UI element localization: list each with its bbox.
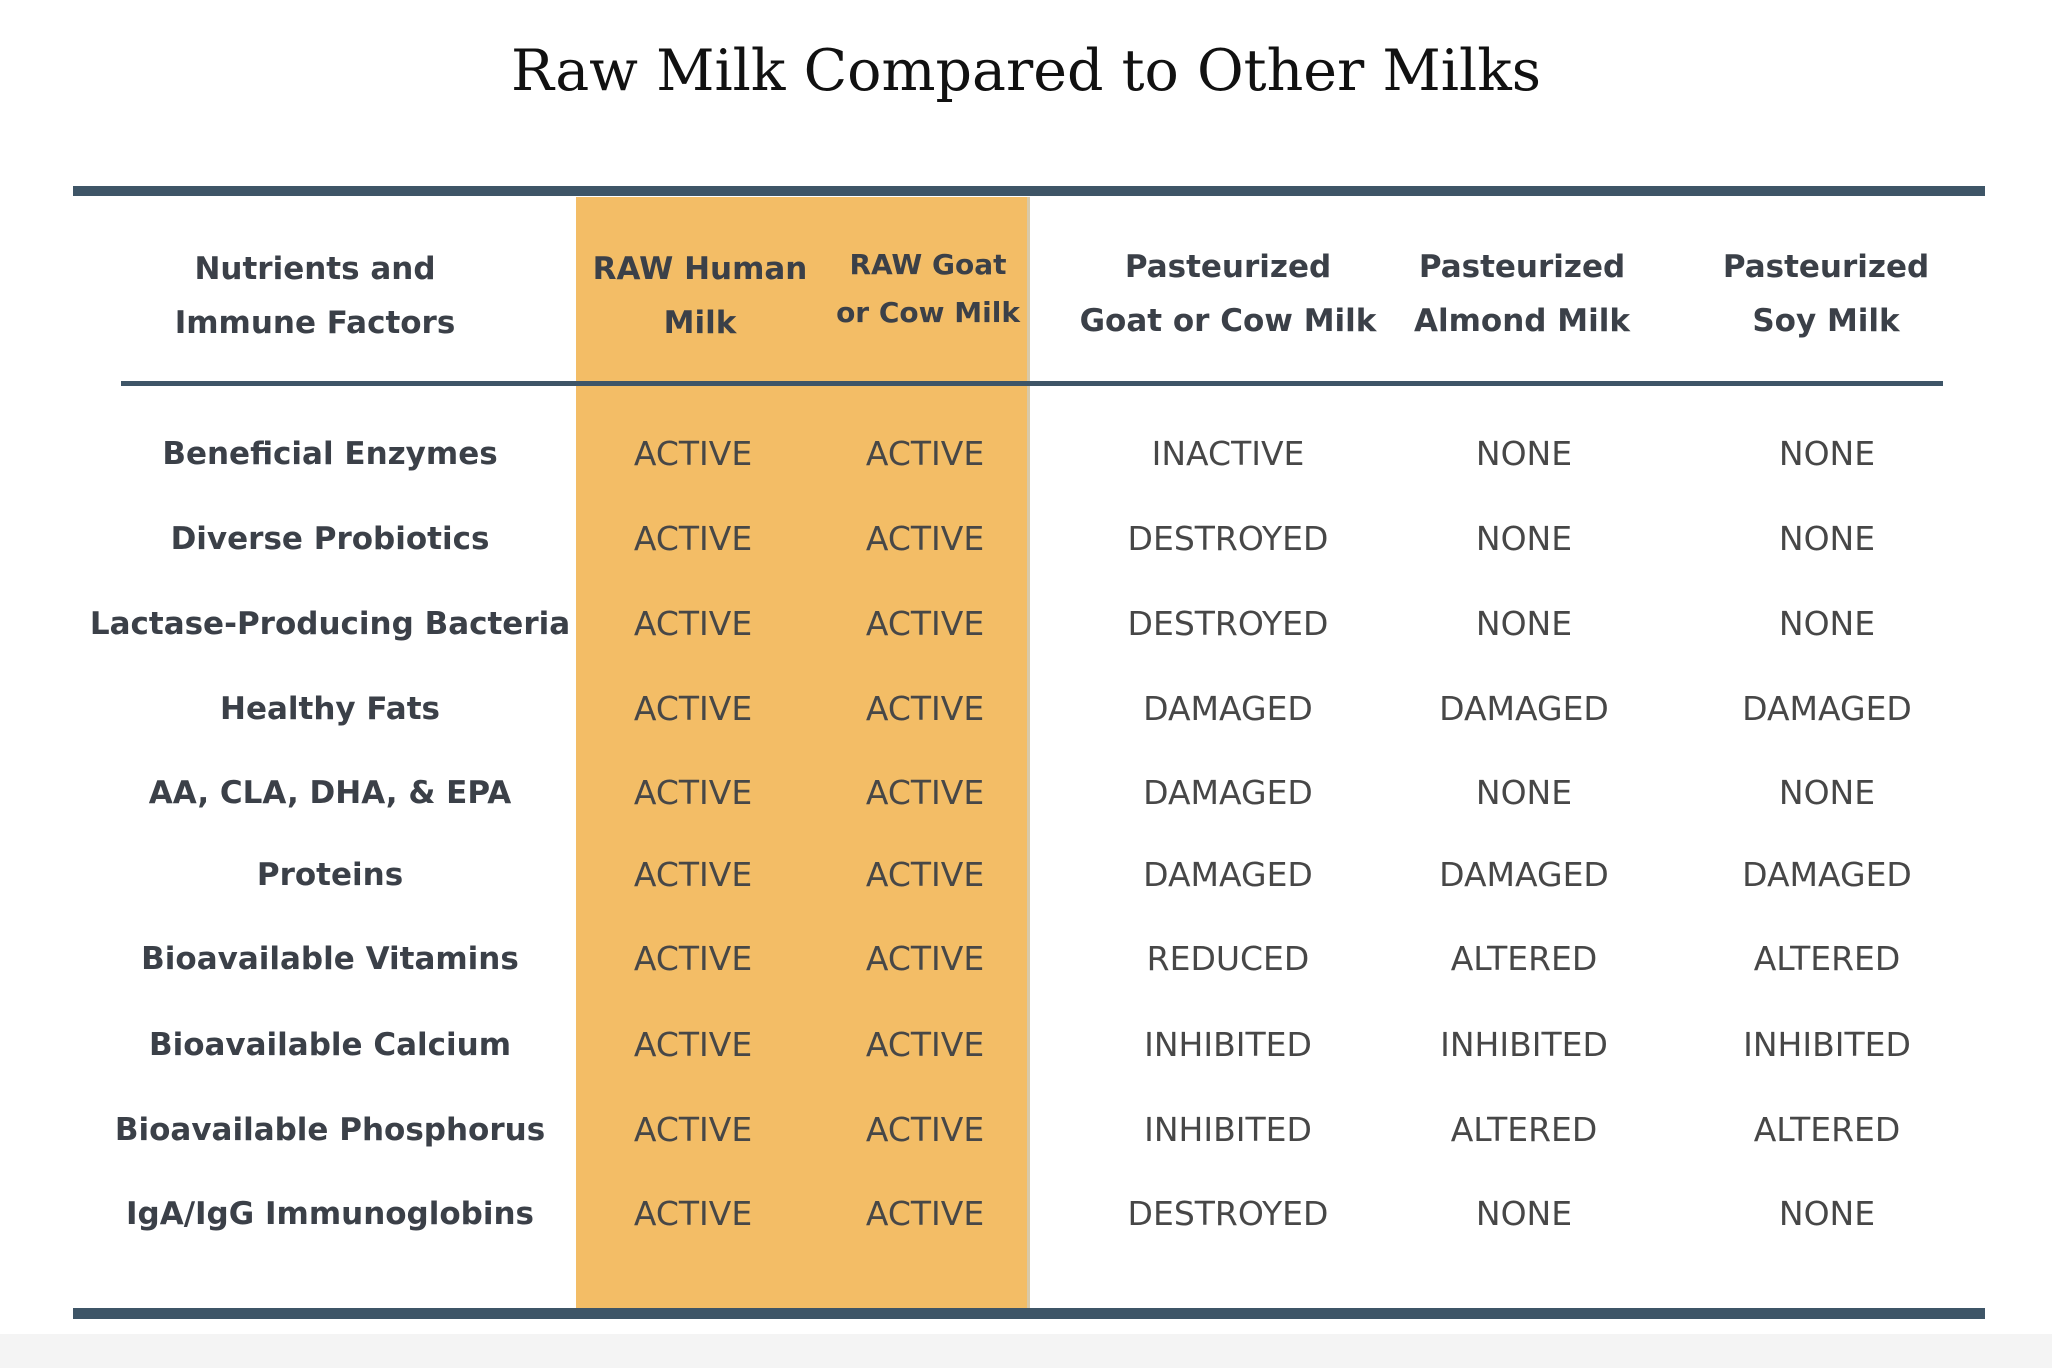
header-pasteurized-soy-line2: Soy Milk [1752, 303, 1900, 339]
table-cell: ALTERED [1753, 1110, 1901, 1149]
header-pasteurized-almond-line2: Almond Milk [1414, 303, 1630, 339]
header-pasteurized-goat-cow: Pasteurized Goat or Cow Milk [1080, 240, 1377, 348]
header-raw-goat-cow-line1: RAW Goat [849, 248, 1007, 281]
header-pasteurized-soy: Pasteurized Soy Milk [1723, 240, 1929, 348]
header-pasteurized-almond-line1: Pasteurized [1418, 249, 1626, 285]
table-cell: DAMAGED [1143, 689, 1313, 728]
header-nutrients-line2: Immune Factors [174, 305, 456, 341]
table-cell: NONE [1475, 1194, 1573, 1233]
table-cell: DESTROYED [1127, 604, 1329, 643]
table-cell: ACTIVE [633, 519, 753, 558]
header-raw-goat-cow-line2: or Cow Milk [836, 296, 1020, 329]
header-raw-human: RAW Human Milk [593, 242, 808, 350]
table-bottom-rule [73, 1308, 1985, 1319]
header-pasteurized-goat-cow-line1: Pasteurized [1124, 249, 1332, 285]
row-label: Lactase-Producing Bacteria [89, 606, 571, 642]
row-label: Bioavailable Calcium [148, 1027, 512, 1063]
table-cell: ACTIVE [633, 689, 753, 728]
row-label: IgA/IgG Immunoglobins [125, 1196, 535, 1232]
header-raw-goat-cow: RAW Goat or Cow Milk [836, 241, 1020, 337]
table-cell: NONE [1778, 434, 1876, 473]
table-cell: ACTIVE [865, 1194, 985, 1233]
table-cell: ALTERED [1753, 939, 1901, 978]
table-cell: ACTIVE [633, 1025, 753, 1064]
table-cell: ACTIVE [865, 939, 985, 978]
header-raw-human-line2: Milk [663, 305, 737, 341]
row-label: AA, CLA, DHA, & EPA [148, 775, 512, 811]
table-cell: DAMAGED [1742, 689, 1912, 728]
row-label: Proteins [256, 857, 404, 893]
table-cell: NONE [1778, 604, 1876, 643]
table-cell: ACTIVE [633, 1194, 753, 1233]
table-cell: INHIBITED [1144, 1110, 1312, 1149]
row-label: Bioavailable Vitamins [141, 941, 519, 977]
table-cell: ACTIVE [633, 434, 753, 473]
header-nutrients: Nutrients and Immune Factors [175, 242, 456, 350]
table-cell: DESTROYED [1127, 1194, 1329, 1233]
table-cell: ACTIVE [865, 1025, 985, 1064]
table-cell: DAMAGED [1742, 855, 1912, 894]
table-cell: INHIBITED [1144, 1025, 1312, 1064]
table-cell: NONE [1778, 773, 1876, 812]
row-label: Bioavailable Phosphorus [114, 1112, 546, 1148]
table-cell: NONE [1475, 519, 1573, 558]
footer-band [0, 1334, 2052, 1368]
table-cell: ACTIVE [865, 604, 985, 643]
header-pasteurized-almond: Pasteurized Almond Milk [1414, 240, 1630, 348]
table-cell: NONE [1778, 519, 1876, 558]
table-cell: DAMAGED [1439, 689, 1609, 728]
table-cell: DAMAGED [1439, 855, 1609, 894]
table-cell: DESTROYED [1127, 519, 1329, 558]
row-label: Healthy Fats [220, 691, 440, 727]
table-cell: ALTERED [1450, 1110, 1598, 1149]
table-cell: ACTIVE [633, 855, 753, 894]
table-cell: REDUCED [1146, 939, 1310, 978]
table-cell: ACTIVE [865, 773, 985, 812]
table-cell: ALTERED [1450, 939, 1598, 978]
header-pasteurized-soy-line1: Pasteurized [1722, 249, 1930, 285]
table-cell: NONE [1475, 434, 1573, 473]
table-cell: ACTIVE [633, 604, 753, 643]
table-cell: ACTIVE [633, 773, 753, 812]
header-nutrients-line1: Nutrients and [194, 251, 436, 287]
table-cell: ACTIVE [865, 855, 985, 894]
table-cell: NONE [1778, 1194, 1876, 1233]
row-label: Beneficial Enzymes [162, 436, 498, 472]
table-cell: ACTIVE [865, 434, 985, 473]
table-cell: DAMAGED [1143, 773, 1313, 812]
table-cell: INHIBITED [1743, 1025, 1911, 1064]
table-cell: INHIBITED [1440, 1025, 1608, 1064]
table-cell: INACTIVE [1151, 434, 1305, 473]
row-label: Diverse Probiotics [170, 521, 490, 557]
table-cell: NONE [1475, 604, 1573, 643]
table-cell: DAMAGED [1143, 855, 1313, 894]
header-rule [121, 381, 1943, 386]
page-title: Raw Milk Compared to Other Milks [510, 38, 1542, 104]
highlight-edge-divider [1027, 197, 1030, 1310]
table-cell: ACTIVE [633, 939, 753, 978]
table-cell: NONE [1475, 773, 1573, 812]
table-cell: ACTIVE [633, 1110, 753, 1149]
table-cell: ACTIVE [865, 519, 985, 558]
table-cell: ACTIVE [865, 689, 985, 728]
header-pasteurized-goat-cow-line2: Goat or Cow Milk [1079, 303, 1377, 339]
table-cell: ACTIVE [865, 1110, 985, 1149]
table-top-rule [73, 186, 1985, 196]
header-raw-human-line1: RAW Human [592, 251, 808, 287]
